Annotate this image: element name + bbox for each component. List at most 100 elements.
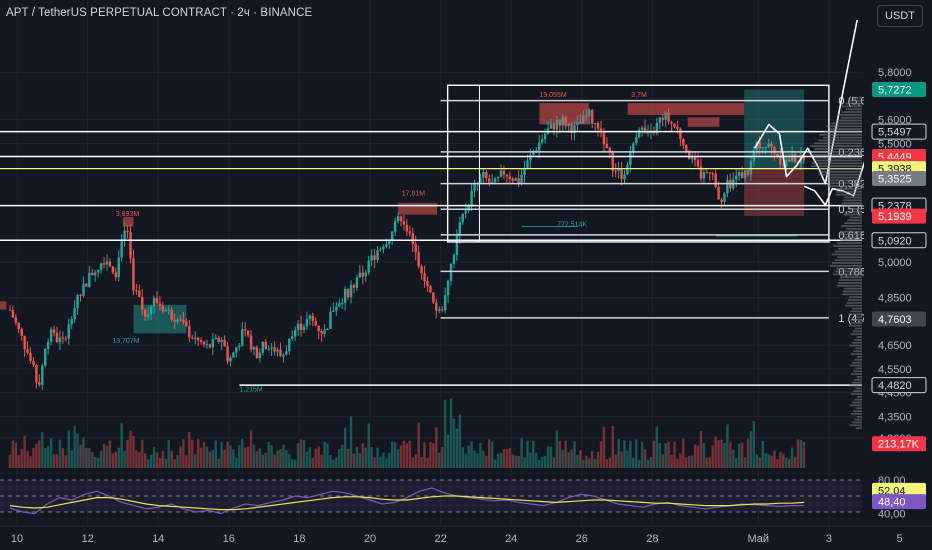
volume-bar bbox=[529, 452, 532, 468]
volume-bar bbox=[696, 445, 700, 468]
profile-bar bbox=[841, 105, 862, 108]
candle-body bbox=[305, 318, 309, 327]
volume-bar bbox=[285, 450, 288, 468]
candle-body bbox=[182, 320, 185, 322]
candle-body bbox=[255, 347, 259, 358]
candle-body bbox=[238, 345, 241, 348]
profile-bar bbox=[851, 341, 862, 344]
volume-bar bbox=[364, 447, 367, 468]
candle-body bbox=[308, 315, 312, 319]
price-badge: 5,3525 bbox=[872, 170, 926, 186]
candle-body bbox=[205, 344, 209, 346]
profile-bar bbox=[846, 227, 862, 230]
candle-body bbox=[335, 306, 338, 311]
volume-bar bbox=[729, 442, 732, 468]
volume-bar bbox=[620, 451, 623, 468]
volume-bar bbox=[17, 454, 20, 468]
volume-bar bbox=[499, 453, 503, 468]
volume-bar bbox=[746, 438, 750, 468]
candle-body bbox=[417, 252, 420, 267]
price-tick-label: 5,0000 bbox=[878, 257, 912, 269]
profile-bar bbox=[855, 347, 862, 350]
profile-bar bbox=[843, 213, 862, 216]
candle-body bbox=[793, 153, 797, 163]
candle-body bbox=[670, 121, 673, 124]
volume-bar bbox=[573, 441, 576, 468]
price-badge-text: 5,5497 bbox=[878, 127, 912, 139]
candle-body bbox=[196, 337, 200, 341]
profile-bar bbox=[855, 407, 862, 410]
volume-bar bbox=[440, 446, 444, 468]
volume-bar bbox=[273, 454, 276, 468]
profile-bar bbox=[827, 179, 862, 182]
volume-bar bbox=[723, 442, 726, 468]
candle-body bbox=[67, 324, 70, 339]
profile-bar bbox=[854, 358, 862, 361]
time-tick-label: 10 bbox=[11, 533, 23, 545]
volume-bar bbox=[652, 440, 656, 468]
candle-body bbox=[523, 169, 526, 176]
candle-body bbox=[161, 305, 165, 312]
candle-body bbox=[508, 176, 512, 179]
candle-body bbox=[235, 347, 238, 353]
volume-bar bbox=[161, 451, 165, 468]
time-tick-label: 16 bbox=[223, 533, 235, 545]
volume-bar bbox=[35, 443, 38, 468]
volume-bar bbox=[52, 454, 56, 468]
profile-bar bbox=[851, 307, 862, 310]
candle-body bbox=[435, 302, 438, 311]
candle-body bbox=[726, 179, 729, 194]
volume-bar bbox=[690, 455, 694, 468]
volume-bar bbox=[270, 445, 273, 468]
candle-body bbox=[655, 122, 659, 134]
profile-bar bbox=[837, 282, 862, 284]
candle-body bbox=[64, 338, 68, 340]
candle-body bbox=[420, 266, 423, 274]
profile-bar bbox=[826, 176, 862, 179]
price-axis[interactable]: 5,80005,60005,50005,00004,85004,65004,55… bbox=[864, 0, 932, 550]
profile-bar bbox=[845, 304, 862, 307]
volume-bar bbox=[796, 439, 800, 468]
volume-bar bbox=[205, 446, 209, 468]
candle-body bbox=[746, 170, 750, 175]
volume-bar bbox=[296, 443, 300, 468]
volume-bar bbox=[241, 438, 244, 468]
volume-bar bbox=[223, 449, 226, 468]
candle-body bbox=[432, 292, 435, 303]
volume-bar bbox=[585, 455, 588, 468]
candle-body bbox=[629, 152, 632, 165]
profile-bar bbox=[836, 188, 862, 190]
volume-annotation: 19,055M bbox=[539, 92, 566, 99]
volume-bar bbox=[464, 453, 467, 468]
volume-bar bbox=[264, 452, 267, 468]
volume-bar bbox=[346, 448, 350, 468]
candle-body bbox=[14, 317, 18, 323]
profile-bar bbox=[840, 276, 862, 279]
volume-bar bbox=[132, 435, 135, 468]
candle-body bbox=[323, 329, 326, 334]
volume-bar bbox=[26, 450, 29, 468]
time-axis[interactable]: 10121416182022242628Май3579 bbox=[0, 525, 932, 545]
price-badge-bg bbox=[872, 170, 926, 186]
profile-bar bbox=[852, 319, 862, 321]
volume-bar bbox=[640, 442, 644, 468]
candle-body bbox=[138, 290, 141, 298]
candle-body bbox=[367, 260, 370, 273]
profile-bar bbox=[849, 404, 862, 407]
profile-bar bbox=[855, 367, 862, 370]
currency-button[interactable]: USDT bbox=[877, 5, 923, 27]
profile-bar bbox=[840, 239, 862, 242]
candle-body bbox=[258, 352, 262, 358]
candle-body bbox=[146, 314, 150, 317]
profile-bar bbox=[834, 259, 862, 262]
candle-body bbox=[155, 298, 159, 304]
candle-body bbox=[396, 216, 400, 222]
candle-body bbox=[667, 112, 670, 122]
candle-body bbox=[52, 329, 56, 333]
candle-body bbox=[355, 277, 359, 288]
candle-body bbox=[488, 178, 491, 183]
candle-body bbox=[532, 151, 535, 155]
volume-bar bbox=[49, 438, 53, 468]
profile-bar bbox=[842, 230, 862, 233]
